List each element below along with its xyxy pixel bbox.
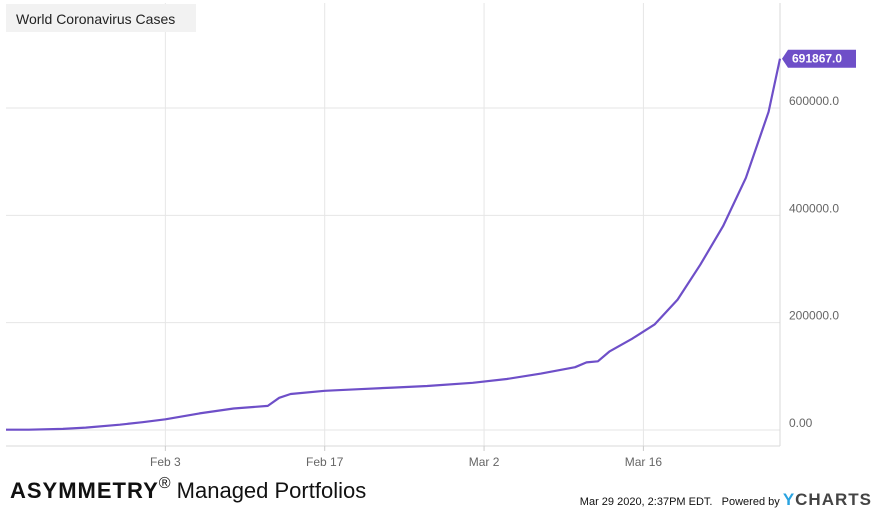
label-layer: 691867.0 xyxy=(782,49,856,68)
x-tick-label: Feb 3 xyxy=(150,455,181,469)
y-tick-label: 600000.0 xyxy=(789,94,839,108)
last-value-badge xyxy=(782,49,856,68)
line-chart: 0.00 200000.0 400000.0 600000.0 Feb 3 Feb 17 M… xyxy=(6,3,856,469)
brand-name: ASYMMETRY xyxy=(10,478,159,503)
last-value-text: 691867.0 xyxy=(792,52,842,66)
ycharts-logo-y: Y xyxy=(782,490,796,509)
ycharts-logo-text: CHARTS xyxy=(795,490,872,509)
last-value-label: 691867.0 xyxy=(782,49,856,68)
y-tick-label: 0.00 xyxy=(789,416,813,430)
brand-subtitle: Managed Portfolios xyxy=(170,478,367,503)
chart-legend: World Coronavirus Cases xyxy=(6,4,196,32)
ycharts-logo[interactable]: YCHARTS xyxy=(783,490,872,509)
x-tick-label: Mar 2 xyxy=(469,455,500,469)
axis-layer: 0.00 200000.0 400000.0 600000.0 Feb 3 Feb 17 M… xyxy=(6,3,839,469)
footer-brand: ASYMMETRY® Managed Portfolios xyxy=(10,475,367,504)
grid-layer xyxy=(6,3,780,446)
timestamp: Mar 29 2020, 2:37PM EDT. xyxy=(579,496,713,508)
series-line xyxy=(6,58,782,431)
y-tick-label: 400000.0 xyxy=(789,201,839,215)
registered-mark: ® xyxy=(158,475,171,492)
x-tick-label: Feb 17 xyxy=(306,455,344,469)
x-tick-label: Mar 16 xyxy=(625,455,663,469)
series-layer xyxy=(6,58,782,431)
chart-title: World Coronavirus Cases xyxy=(16,11,176,27)
footer-attribution: Mar 29 2020, 2:37PM EDT. Powered by YCHA… xyxy=(580,490,872,510)
y-tick-label: 200000.0 xyxy=(789,309,839,323)
powered-by-label: Powered by xyxy=(721,496,780,508)
